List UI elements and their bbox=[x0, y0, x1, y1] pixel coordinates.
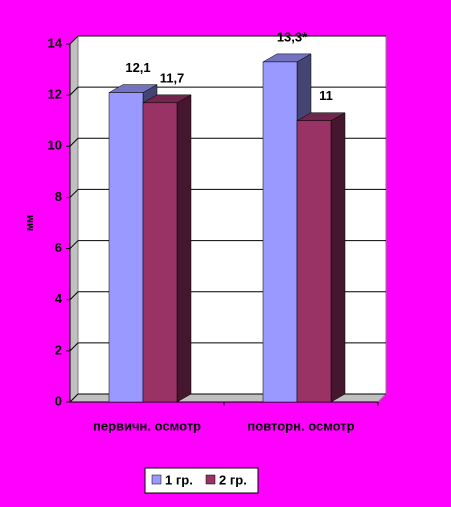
grid-line-side bbox=[69, 342, 79, 352]
value-label: 13,3* bbox=[277, 29, 308, 44]
bar bbox=[262, 61, 298, 403]
bar-side bbox=[330, 112, 346, 403]
bar-group bbox=[142, 94, 192, 403]
legend-swatch bbox=[151, 474, 162, 485]
grid-line-side bbox=[69, 35, 79, 45]
grid-line-side bbox=[69, 86, 79, 96]
y-tick-label: 2 bbox=[55, 342, 62, 357]
x-tick-label: повторн. осмотр bbox=[247, 418, 354, 433]
bar-group bbox=[296, 112, 346, 403]
grid-line-side bbox=[69, 240, 79, 249]
legend-label: 2 гр. bbox=[219, 472, 247, 487]
y-tick-label: 8 bbox=[55, 189, 62, 204]
legend-label: 1 гр. bbox=[165, 472, 193, 487]
y-tick-label: 12 bbox=[48, 87, 62, 102]
y-tick-label: 0 bbox=[55, 393, 62, 408]
bar bbox=[108, 92, 144, 403]
y-tick-label: 6 bbox=[55, 240, 62, 255]
legend-swatch bbox=[205, 474, 216, 485]
y-tick-label: 4 bbox=[55, 291, 63, 306]
grid-line-side bbox=[69, 189, 79, 198]
bar-side bbox=[176, 94, 192, 403]
value-label: 11 bbox=[319, 88, 333, 103]
grid-line-side bbox=[69, 393, 79, 403]
y-tick-label: 10 bbox=[48, 138, 62, 153]
y-axis-label: мм bbox=[24, 215, 36, 231]
grid-line-side bbox=[69, 291, 79, 301]
y-tick-label: 14 bbox=[48, 35, 63, 50]
x-tick-label: первичн. осмотр bbox=[93, 418, 201, 433]
value-label: 12,1 bbox=[125, 60, 150, 75]
bar bbox=[142, 102, 178, 403]
legend: 1 гр. 2 гр. bbox=[144, 467, 259, 494]
bar bbox=[296, 120, 332, 403]
grid-line-side bbox=[69, 137, 79, 147]
legend-box bbox=[144, 467, 259, 494]
value-label: 11,7 bbox=[160, 70, 185, 85]
